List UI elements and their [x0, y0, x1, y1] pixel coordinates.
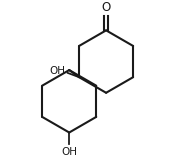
- Text: OH: OH: [61, 147, 77, 157]
- Text: OH: OH: [49, 66, 65, 76]
- Text: O: O: [102, 1, 111, 15]
